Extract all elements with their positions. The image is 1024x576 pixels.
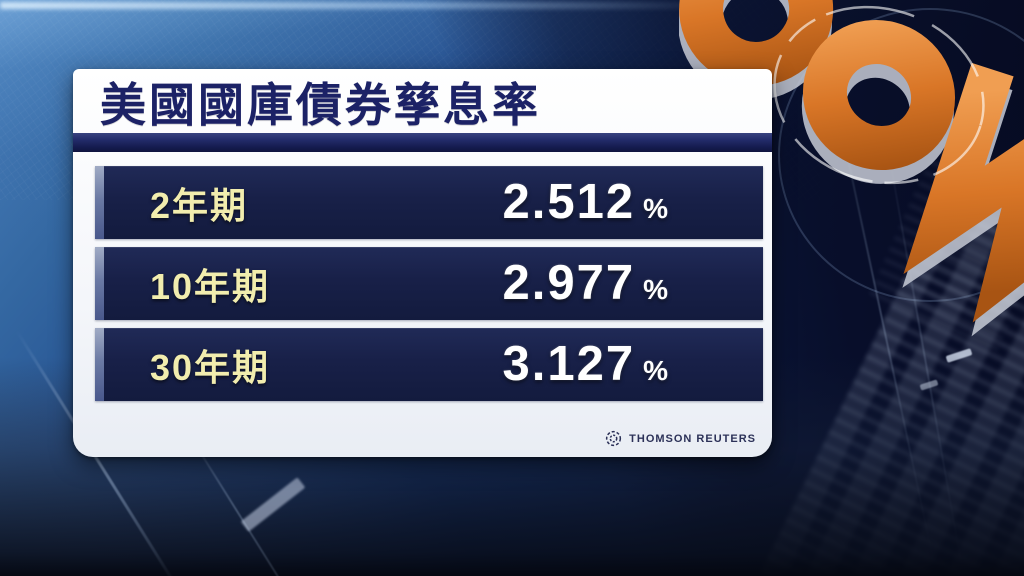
percent-sign: % (643, 193, 668, 224)
maturity-label: 30年期 (150, 346, 271, 388)
yield-number: 2.512 (502, 175, 636, 229)
yield-value: 3.127 % (502, 340, 668, 389)
thomson-reuters-kinesis-icon (606, 430, 622, 447)
yield-value: 2.977 % (502, 259, 668, 308)
table-row-30yr: 30年期 3.127 % (95, 328, 763, 401)
yields-panel: 美國國庫債券孳息率 2年期 2.512 % 10年期 2.977 % 30年期 (73, 69, 772, 457)
background-slash-mark (240, 477, 306, 532)
data-source-attribution: THOMSON REUTERS (604, 429, 756, 448)
source-label: THOMSON REUTERS (629, 432, 756, 445)
maturity-label: 2年期 (150, 184, 249, 226)
yield-number: 2.977 (502, 256, 636, 310)
panel-title: 美國國庫債券孳息率 (100, 79, 541, 131)
title-underline-bar (73, 133, 772, 152)
percent-sign: % (643, 274, 668, 305)
table-row-10yr: 10年期 2.977 % (95, 247, 763, 320)
table-row-2yr: 2年期 2.512 % (95, 166, 763, 239)
percent-sign: % (643, 355, 668, 386)
maturity-label: 10年期 (150, 265, 271, 307)
yield-value: 2.512 % (502, 178, 668, 227)
rates-table: 2年期 2.512 % 10年期 2.977 % 30年期 3.127 % (95, 166, 763, 409)
yield-number: 3.127 (502, 337, 636, 391)
background-light-streak (0, 2, 760, 9)
